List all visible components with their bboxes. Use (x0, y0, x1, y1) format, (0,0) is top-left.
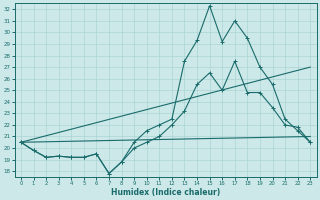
X-axis label: Humidex (Indice chaleur): Humidex (Indice chaleur) (111, 188, 220, 197)
